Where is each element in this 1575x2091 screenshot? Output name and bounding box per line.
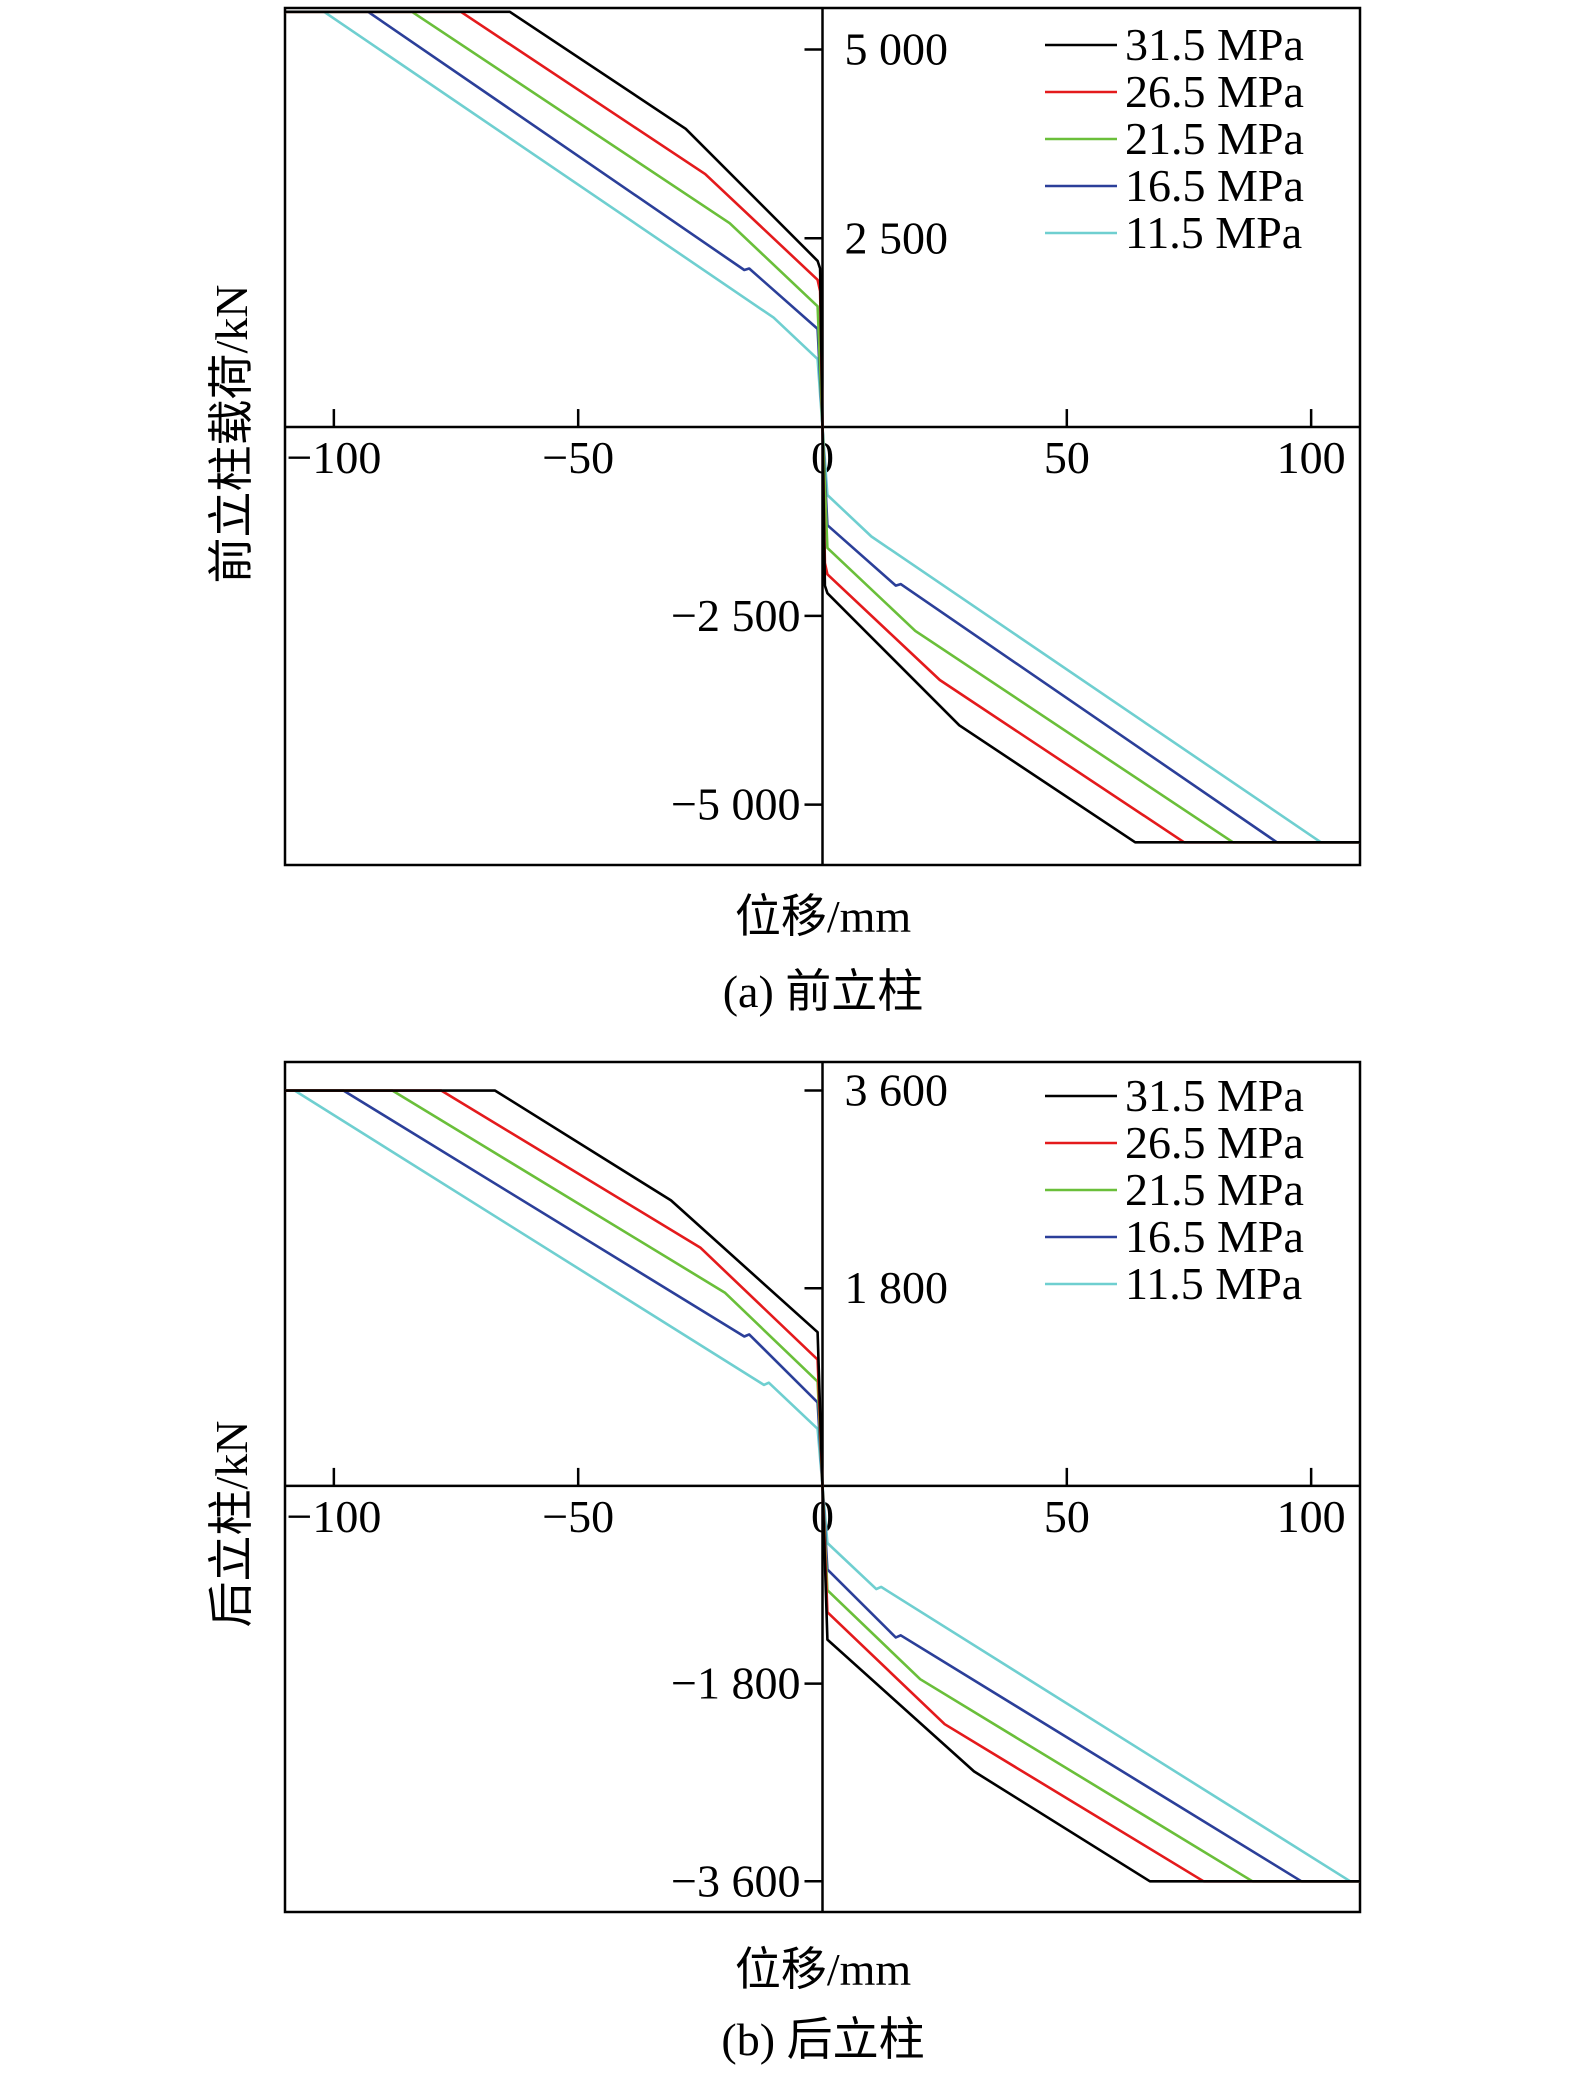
chart-b-x-tick-label: −50 bbox=[542, 1491, 614, 1542]
chart-a-series-group bbox=[285, 10, 1360, 844]
chart-b-legend-label: 21.5 MPa bbox=[1125, 1164, 1304, 1215]
chart-a-legend-label: 16.5 MPa bbox=[1125, 160, 1304, 211]
chart-a-x-tick-label: 50 bbox=[1044, 432, 1090, 483]
chart-a-legend-label: 11.5 MPa bbox=[1125, 207, 1302, 258]
chart-b-legend-label: 16.5 MPa bbox=[1125, 1211, 1304, 1262]
chart-a-ylabel: 前立柱载荷/kN bbox=[206, 284, 257, 584]
chart-b-series-line bbox=[285, 1089, 1360, 1883]
chart-a-caption: (a) 前立柱 bbox=[722, 966, 924, 1017]
chart-a-x-tick-label: 100 bbox=[1277, 432, 1346, 483]
chart-a-legend-label: 21.5 MPa bbox=[1125, 113, 1304, 164]
chart-b-x-tick-label: 100 bbox=[1277, 1491, 1346, 1542]
chart-b-xlabel: 位移/mm bbox=[734, 1944, 912, 1995]
chart-b-ylabel: 后立柱/kN bbox=[206, 1420, 257, 1628]
chart-b-x-tick-label: 50 bbox=[1044, 1491, 1090, 1542]
chart-a-x-tick-label: −100 bbox=[286, 432, 381, 483]
chart-a-y-tick-label: 5 000 bbox=[845, 24, 949, 75]
chart-a-y-tick-label: 2 500 bbox=[845, 212, 949, 263]
chart-b-legend-label: 31.5 MPa bbox=[1125, 1070, 1304, 1121]
panel-b: −100 −50 0 50 100 3 600 1 800 −1 800 −3 600 31.5 … bbox=[0, 1045, 1575, 2091]
panel-a: −100 −50 0 50 100 5 000 2 500 −2 500 −5 000 31.5 … bbox=[0, 0, 1575, 1045]
chart-a-x-tick-label: −50 bbox=[542, 432, 614, 483]
chart-b-y-tick-label: 1 800 bbox=[845, 1262, 949, 1313]
chart-b-legend-label: 11.5 MPa bbox=[1125, 1258, 1302, 1309]
chart-a-y-tick-label: −2 500 bbox=[671, 590, 800, 641]
chart-a-xlabel: 位移/mm bbox=[734, 891, 912, 942]
chart-a-legend-label: 31.5 MPa bbox=[1125, 19, 1304, 70]
chart-b-caption: (b) 后立柱 bbox=[721, 2014, 925, 2065]
chart-b-y-tick-label: 3 600 bbox=[845, 1065, 949, 1116]
chart-b-x-tick-label: −100 bbox=[286, 1491, 381, 1542]
chart-a-legend-label: 26.5 MPa bbox=[1125, 66, 1304, 117]
chart-a-y-tick-label: −5 000 bbox=[671, 779, 800, 830]
chart-b-series-group bbox=[285, 1089, 1360, 1883]
chart-a-series-line bbox=[285, 10, 1360, 844]
chart-b-legend-label: 26.5 MPa bbox=[1125, 1117, 1304, 1168]
chart-b-y-tick-label: −1 800 bbox=[671, 1658, 800, 1709]
chart-b-y-tick-label: −3 600 bbox=[671, 1855, 800, 1906]
